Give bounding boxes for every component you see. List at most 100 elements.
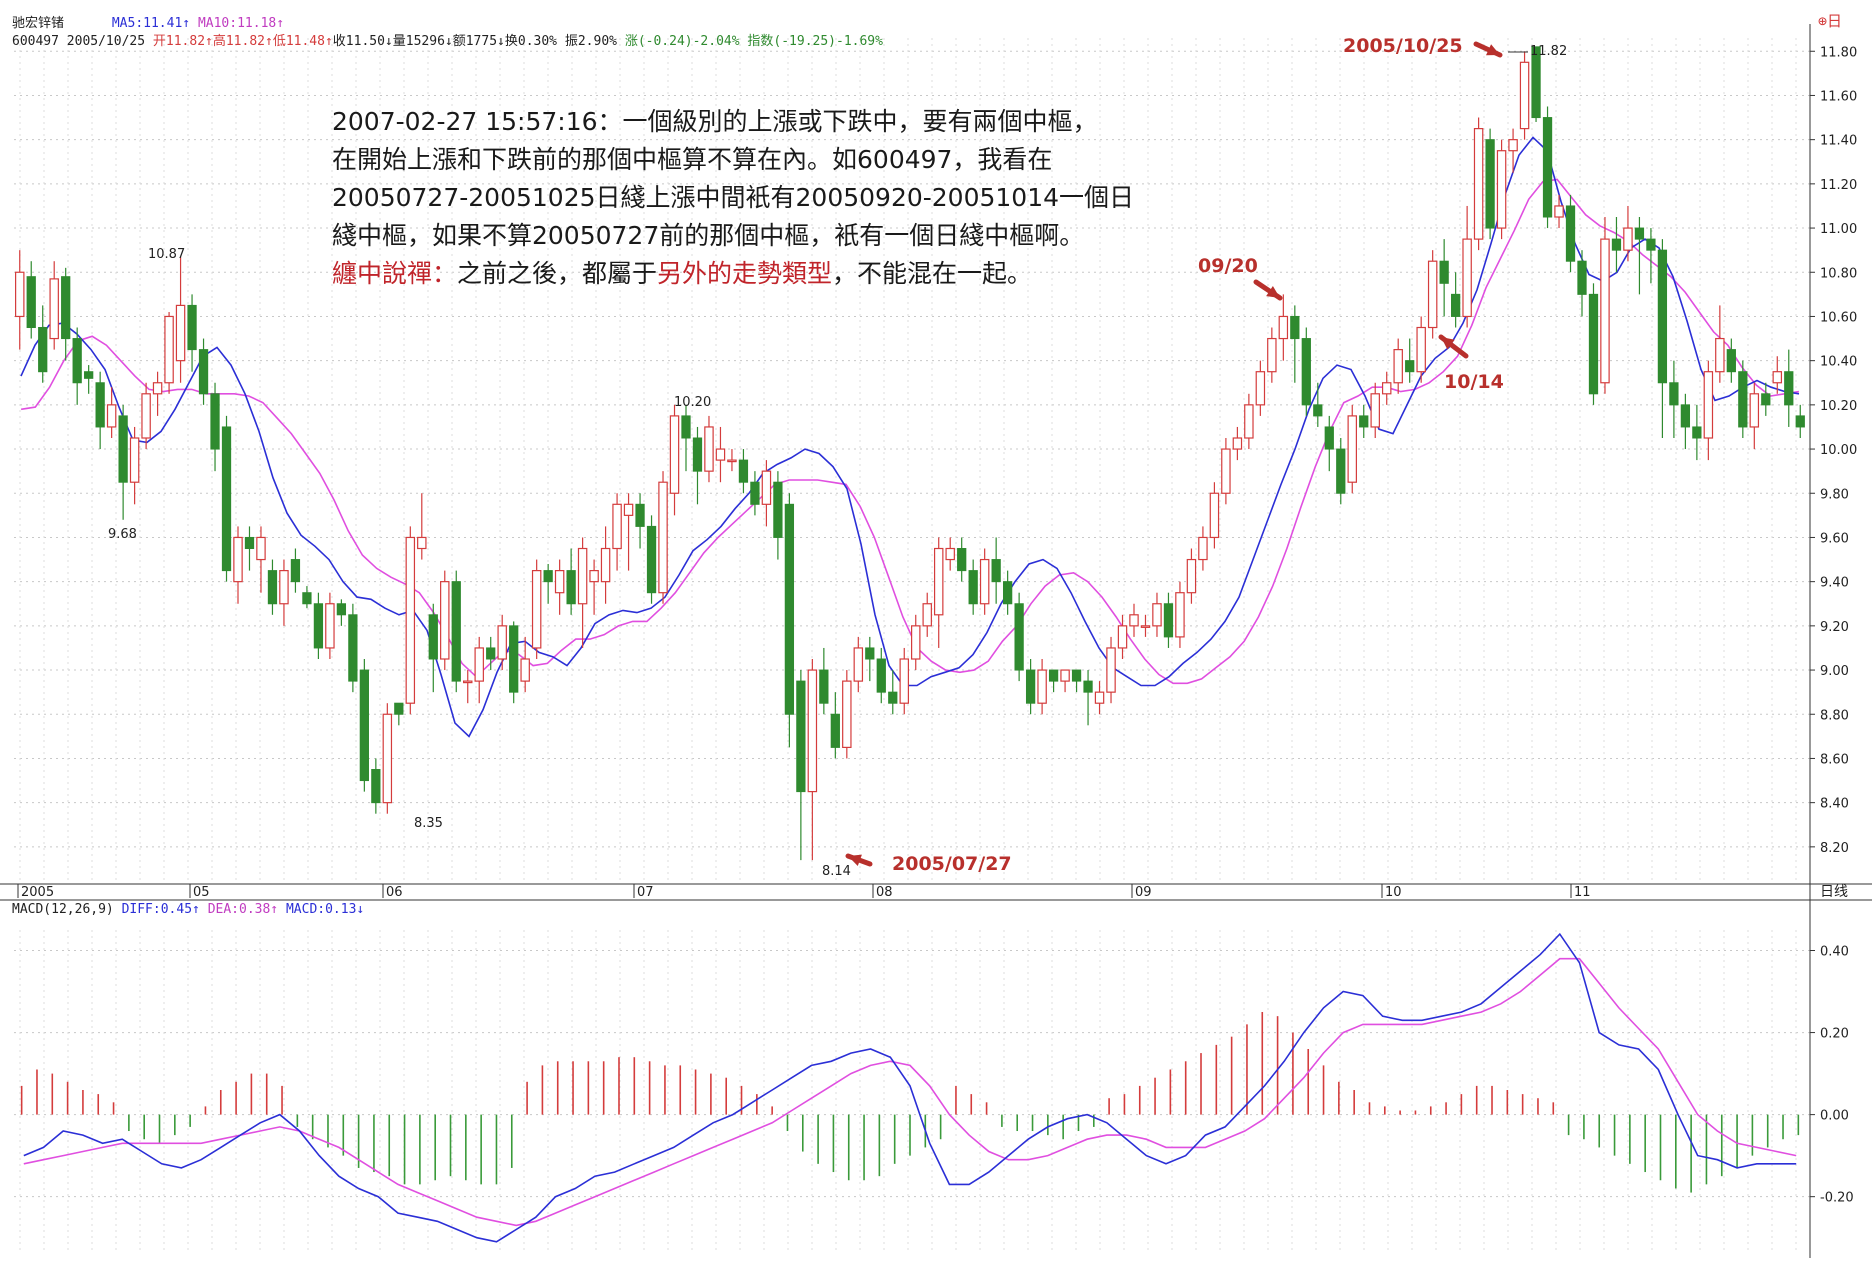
note-body: 之前之後，都屬于 — [457, 259, 658, 288]
candle-body-down — [486, 647, 496, 660]
candle-body-down — [1451, 293, 1461, 317]
close-readout: 收11.50↓ — [332, 34, 393, 49]
candle-body-down — [1336, 448, 1346, 494]
candle-body-down — [267, 570, 278, 605]
candle-body-down — [72, 338, 82, 384]
macd-tick-label: 0.20 — [1820, 1027, 1849, 1042]
candle-body-up — [945, 547, 955, 561]
change-readout: 涨(-0.24)-2.04% — [624, 34, 740, 49]
candle-body-up — [1508, 139, 1518, 152]
price-tick-label: 8.60 — [1820, 752, 1849, 767]
candle-body-up — [1106, 647, 1116, 693]
candle-body-up — [1715, 337, 1725, 373]
low-readout: 低11.48↑ — [272, 34, 333, 49]
candle-body-down — [1542, 117, 1553, 218]
price-tick-label: 11.60 — [1820, 89, 1857, 104]
candle-body-down — [1795, 415, 1805, 428]
candle-body-down — [738, 459, 749, 483]
candle-body-down — [1588, 293, 1599, 395]
candle-body-down — [1485, 139, 1495, 229]
candle-body-up — [1623, 227, 1633, 251]
candle-body-up — [1186, 558, 1197, 594]
x-tick-label: 06 — [386, 885, 403, 900]
candle-body-down — [1680, 404, 1691, 428]
price-tick-label: 9.60 — [1820, 531, 1849, 546]
candle-body-up — [911, 625, 921, 660]
candle-body-up — [325, 603, 335, 649]
price-extreme-label: 10.20 — [674, 395, 711, 410]
candle-body-up — [1370, 393, 1380, 428]
annotation-10-14: 10/14 — [1444, 371, 1504, 393]
candle-body-down — [692, 437, 703, 472]
corner-icons[interactable]: ⊕日 — [1818, 12, 1843, 30]
candle-body-up — [405, 536, 416, 704]
ma10-readout: MA10:11.18↑ — [197, 16, 285, 31]
candle-body-up — [853, 647, 864, 682]
candle-body-up — [842, 680, 852, 749]
candle-body-up — [531, 570, 542, 649]
candle-body-up — [520, 658, 530, 682]
candle-body-up — [1427, 260, 1438, 329]
candle-body-down — [1405, 360, 1415, 373]
price-tick-label: 11.20 — [1820, 178, 1857, 193]
candle-body-down — [1646, 238, 1656, 251]
candle-body-down — [1611, 238, 1622, 251]
volume-readout: 量15296↓ — [392, 34, 453, 49]
price-extreme-label: 9.68 — [108, 527, 137, 542]
candle-body-down — [509, 625, 519, 693]
amplitude-readout: 振2.90% — [564, 34, 617, 49]
candle-body-down — [244, 536, 255, 550]
candle-body-up — [761, 470, 772, 505]
candle-body-down — [796, 680, 806, 793]
annotation-09-20: 09/20 — [1198, 255, 1258, 277]
candle-body-down — [359, 669, 369, 782]
x-tick-label: 2005 — [21, 885, 54, 900]
price-tick-label: 10.60 — [1820, 310, 1857, 325]
candle-body-up — [727, 459, 737, 463]
candle-body-down — [635, 503, 645, 527]
candle-body-down — [1565, 205, 1576, 262]
candle-body-down — [1657, 249, 1668, 384]
stock-name: 驰宏锌锗 — [12, 16, 65, 31]
note-line-1: 2007-02-27 15:57:16：一個級別的上漲或下跌中，要有兩個中樞， — [332, 107, 1098, 136]
candle-body-up — [1278, 315, 1289, 340]
x-tick-label: 09 — [1135, 885, 1152, 900]
candle-body-up — [623, 503, 634, 516]
candle-body-down — [681, 415, 691, 439]
candle-body-down — [428, 614, 438, 660]
price-tick-label: 9.00 — [1820, 664, 1849, 679]
diff-line — [23, 932, 1797, 1243]
price-tick-label: 11.40 — [1820, 134, 1857, 149]
arrow-2005-07-27-head — [848, 854, 862, 867]
header-row-2: 600497 2005/10/25 开11.82↑高11.82↑低11.48↑收… — [12, 30, 883, 49]
macd-tick-label: 0.00 — [1820, 1109, 1849, 1124]
candle-body-down — [1634, 227, 1645, 240]
candle-body-up — [715, 448, 726, 461]
candle-body-up — [1393, 349, 1403, 384]
candle-body-down — [1784, 371, 1794, 406]
candle-body-up — [1255, 371, 1266, 406]
candle-body-down — [865, 647, 875, 660]
candle-body-up — [1749, 393, 1760, 428]
candle-body-up — [1060, 669, 1070, 682]
candle-body-up — [256, 536, 266, 561]
x-tick-label: 05 — [193, 885, 210, 900]
candle-body-up — [474, 647, 484, 682]
candle-body-up — [704, 426, 714, 472]
code-date: 600497 2005/10/25 — [12, 34, 146, 49]
candle-body-down — [198, 349, 209, 395]
candle-body-down — [957, 548, 967, 572]
candle-body-up — [1347, 415, 1357, 483]
price-tick-label: 8.80 — [1820, 708, 1849, 723]
price-tick-label: 10.80 — [1820, 266, 1857, 281]
candle-body-up — [15, 271, 25, 318]
candle-body-up — [1772, 371, 1783, 384]
candle-body-up — [1198, 536, 1208, 561]
price-tick-label: 9.20 — [1820, 620, 1849, 635]
annotation-2005-10-25: 2005/10/25 — [1343, 35, 1463, 57]
x-tick-label: 11 — [1574, 885, 1591, 900]
index-readout: 指数(-19.25)-1.69% — [747, 34, 883, 49]
candle-body-up — [1175, 592, 1185, 638]
candle-body-up — [979, 558, 990, 605]
